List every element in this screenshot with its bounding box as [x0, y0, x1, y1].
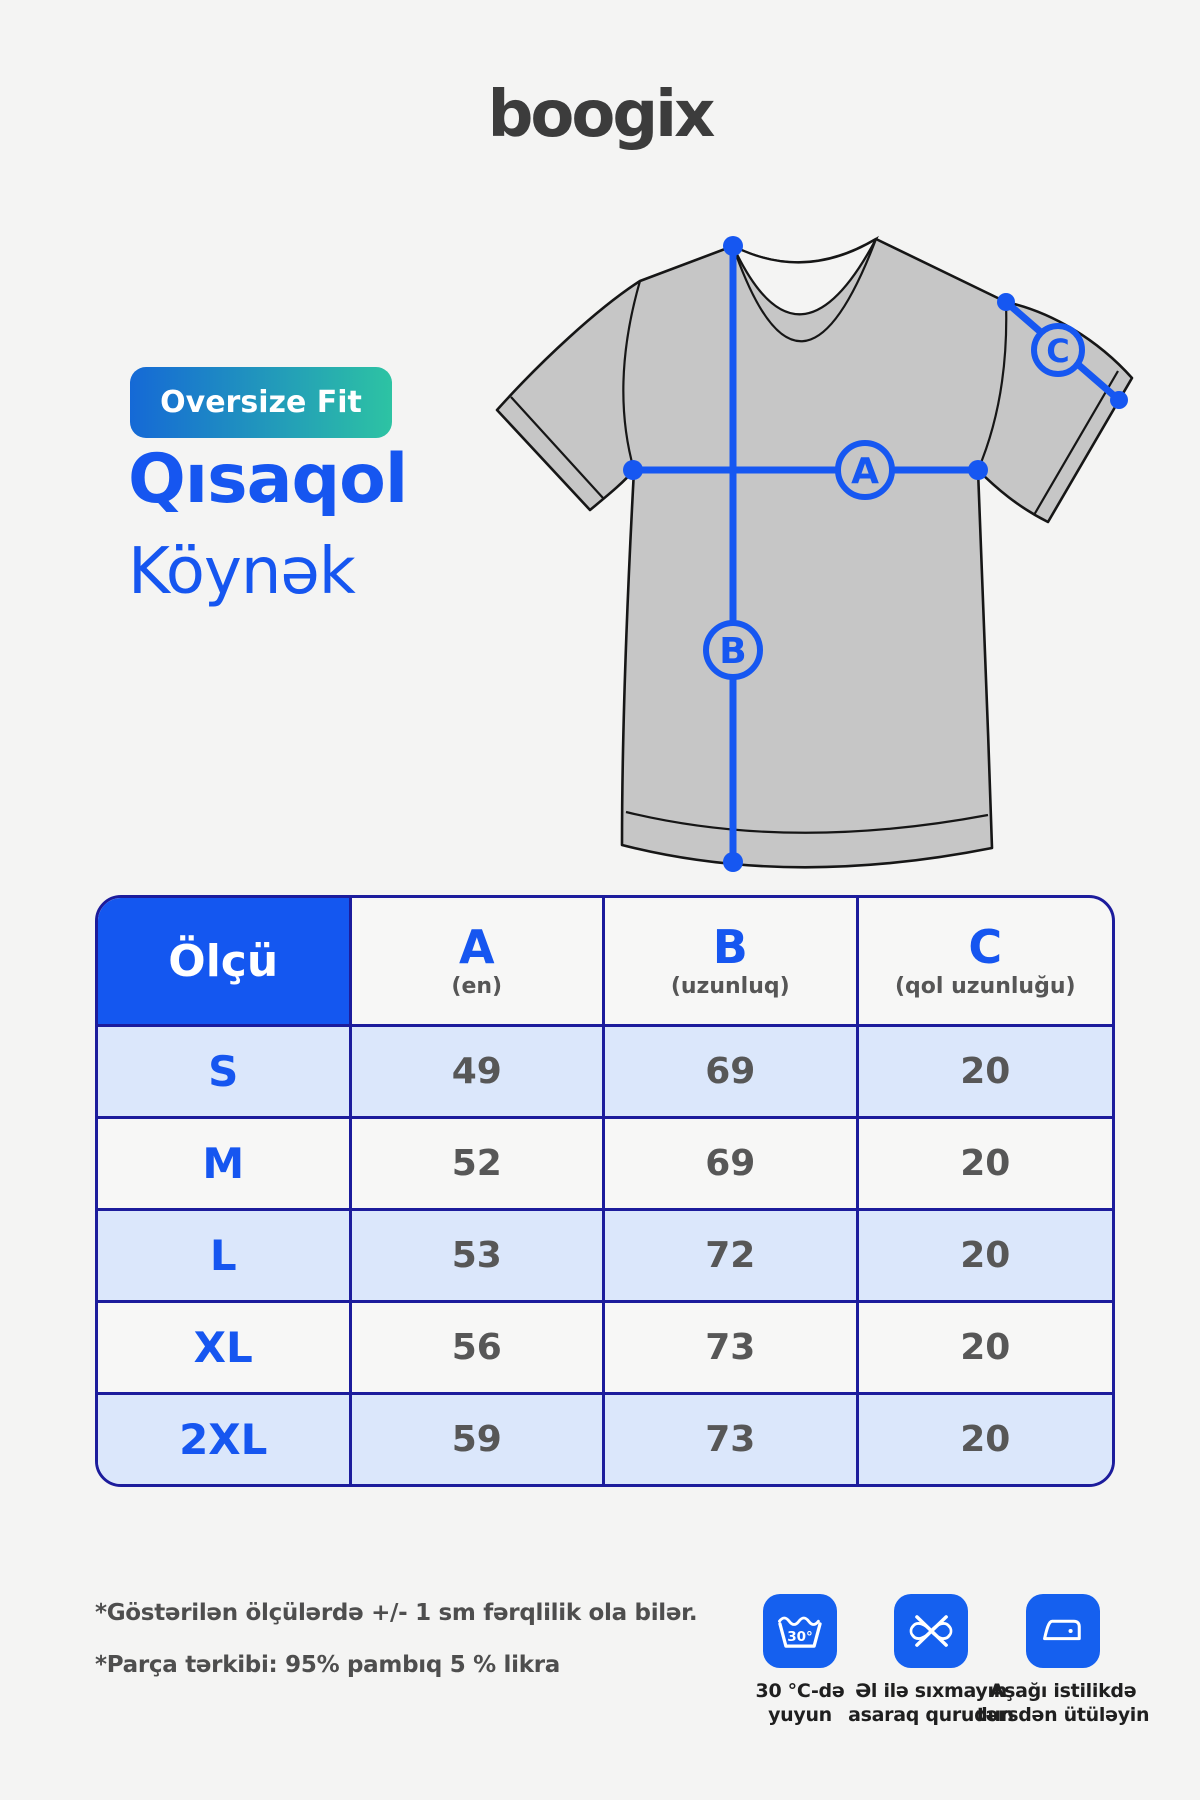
wash-temp-text: 30° [787, 1629, 813, 1645]
table-row: L 53 72 20 [98, 1208, 1112, 1300]
value-b: 72 [605, 1211, 859, 1300]
column-header-b: B (uzunluq) [605, 898, 859, 1024]
value-a: 53 [352, 1211, 605, 1300]
value-b: 73 [605, 1303, 859, 1392]
marker-a-circle [835, 440, 895, 500]
size-column-header: Ölçü [98, 898, 352, 1024]
tshirt-measurement-diagram: A B C [495, 235, 1134, 872]
product-title-line2: Köynək [128, 535, 356, 609]
value-a: 59 [352, 1395, 605, 1484]
left-sleeve-seam [622, 280, 642, 471]
right-cuff-line [1033, 370, 1119, 516]
table-row: 2XL 59 73 20 [98, 1392, 1112, 1484]
column-header-a: A (en) [352, 898, 605, 1024]
product-title-line1: Qısaqol [128, 440, 408, 519]
value-c: 20 [960, 1051, 1011, 1092]
right-sleeve-seam [976, 301, 1008, 471]
hem-band-line [625, 810, 989, 834]
value-c: 20 [960, 1235, 1011, 1276]
value-b: 73 [605, 1395, 859, 1484]
table-row: S 49 69 20 [98, 1024, 1112, 1116]
collar-opening [730, 235, 879, 316]
value-a: 49 [352, 1027, 605, 1116]
care-label-no-wring: Əl ilə sıxmayın asaraq qurudun [848, 1680, 1014, 1726]
care-label-wash: 30 °C-də yuyun [755, 1680, 845, 1726]
marker-b-circle [703, 620, 763, 680]
care-item-iron: Aşağı istilikdə tərsdən ütüləyin [975, 1594, 1151, 1728]
column-b-sublabel: (uzunluq) [670, 974, 790, 1000]
size-table-header-row: Ölçü A (en) B (uzunluq) C (qol uzunluğu) [98, 898, 1112, 1024]
left-cuff-line [510, 396, 604, 499]
collar-band-line [731, 238, 878, 343]
iron-low-icon [1026, 1594, 1100, 1668]
size-table: Ölçü A (en) B (uzunluq) C (qol uzunluğu)… [95, 895, 1115, 1487]
size-label: 2XL [98, 1395, 352, 1484]
marker-a-label: A [851, 451, 879, 492]
column-c-letter: C [968, 919, 1003, 974]
column-b-letter: B [712, 919, 748, 974]
value-c: 20 [960, 1143, 1011, 1184]
fabric-note: *Parça tərkibi: 95% pambıq 5 % likra [95, 1652, 560, 1678]
brand-logo: boogix [487, 78, 716, 152]
size-label: XL [98, 1303, 352, 1392]
value-a: 52 [352, 1119, 605, 1208]
table-row: XL 56 73 20 [98, 1300, 1112, 1392]
column-a-sublabel: (en) [451, 974, 503, 1000]
fit-badge: Oversize Fit [130, 367, 392, 438]
wash-30-icon: 30° [763, 1594, 837, 1668]
value-c: 20 [960, 1419, 1011, 1460]
marker-c-circle [1031, 323, 1085, 377]
table-row: M 52 69 20 [98, 1116, 1112, 1208]
tolerance-note: *Göstərilən ölçülərdə +/- 1 sm fərqlilik… [95, 1600, 698, 1626]
no-wring-icon [894, 1594, 968, 1668]
size-label: S [98, 1027, 352, 1116]
size-label: M [98, 1119, 352, 1208]
care-item-no-wring: Əl ilə sıxmayın asaraq qurudun [843, 1594, 1019, 1728]
measurement-endpoints [623, 236, 1128, 872]
value-a: 56 [352, 1303, 605, 1392]
column-c-sublabel: (qol uzunluğu) [894, 974, 1076, 1000]
value-c: 20 [960, 1327, 1011, 1368]
marker-b-label: B [719, 631, 746, 672]
column-a-letter: A [458, 919, 495, 974]
column-header-c: C (qol uzunluğu) [859, 898, 1113, 1024]
value-b: 69 [605, 1119, 859, 1208]
size-label: L [98, 1211, 352, 1300]
care-label-iron: Aşağı istilikdə tərsdən ütüləyin [976, 1680, 1150, 1726]
value-b: 69 [605, 1027, 859, 1116]
care-item-wash: 30° 30 °C-də yuyun [712, 1594, 888, 1728]
marker-c-label: C [1046, 332, 1069, 370]
